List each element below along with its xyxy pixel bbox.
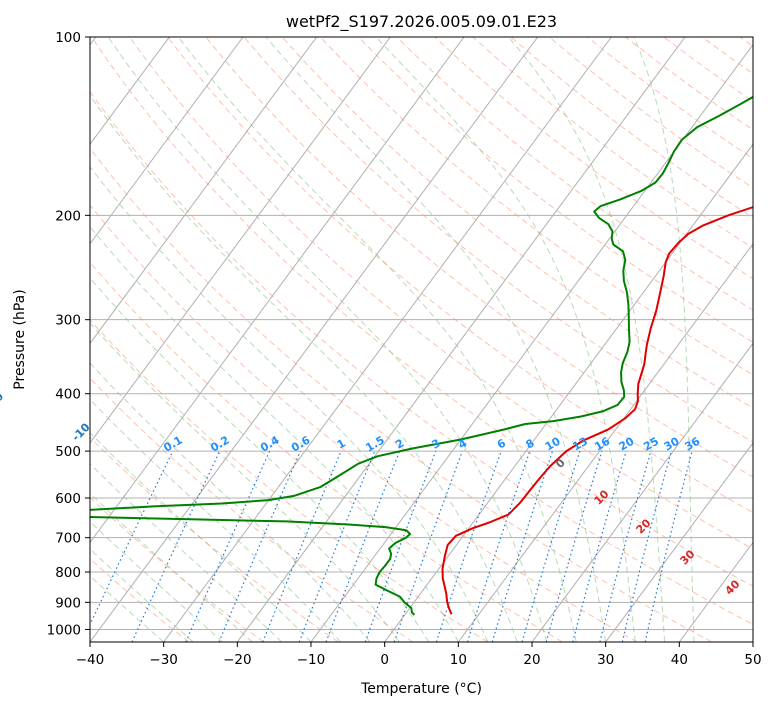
x-tick-label: 10 xyxy=(450,652,467,668)
x-tick-label: 40 xyxy=(671,652,688,668)
moist-adiabat xyxy=(508,37,666,642)
moist-adiabat xyxy=(265,37,607,642)
dry-adiabat-label: -20 xyxy=(0,390,6,413)
x-tick-label: −10 xyxy=(297,652,326,668)
moist-adiabat xyxy=(90,94,518,642)
moist-adiabat xyxy=(90,322,400,642)
mixing-ratio-line xyxy=(491,450,554,642)
dry-adiabat xyxy=(90,377,414,642)
plot-frame xyxy=(89,36,754,643)
dry-adiabat xyxy=(319,37,753,376)
x-axis-label: Temperature (°C) xyxy=(360,681,482,697)
x-tick-label: 50 xyxy=(744,652,761,668)
x-tick-label: 30 xyxy=(597,652,614,668)
x-tick-label: 20 xyxy=(523,652,540,668)
dewpoint-line xyxy=(90,95,753,616)
moist-adiabat xyxy=(107,37,548,642)
x-axis: −40 −30 −20 −10 0 10 20 30 40 50 xyxy=(76,642,762,668)
isotherm-line xyxy=(90,37,465,544)
isotherm-line xyxy=(236,37,686,642)
y-axis-label: Pressure (hPa) xyxy=(12,289,28,389)
moist-adiabat xyxy=(90,362,371,642)
moist-adiabat xyxy=(90,277,430,642)
dry-adiabat xyxy=(90,204,638,642)
moist-adiabat xyxy=(90,548,194,642)
mixing-ratio-line xyxy=(325,450,401,642)
dry-adiabat xyxy=(396,37,753,311)
dry-adiabat xyxy=(167,37,753,514)
x-tick-label: −20 xyxy=(223,652,252,668)
moist-adiabat xyxy=(90,166,489,642)
x-tick-label: 0 xyxy=(380,652,389,668)
isotherm-line xyxy=(90,37,170,146)
isotherm-line xyxy=(90,37,318,345)
mixing-ratio-line xyxy=(131,450,221,642)
grid xyxy=(90,37,753,642)
y-tick-label: 700 xyxy=(55,531,81,547)
dry-adiabat xyxy=(358,37,753,343)
moist-adiabat xyxy=(90,492,253,642)
mixing-ratio-line xyxy=(90,450,174,626)
moist-adiabat xyxy=(90,575,165,642)
y-tick-label: 600 xyxy=(55,491,81,507)
x-tick-label: −30 xyxy=(149,652,178,668)
dry-adiabat xyxy=(90,261,563,642)
moist-adiabat xyxy=(90,225,459,642)
y-tick-label: 1000 xyxy=(47,622,81,638)
mixing-ratio-lines xyxy=(90,450,693,642)
mixing-ratio-line xyxy=(521,450,581,642)
y-tick-label: 500 xyxy=(55,444,81,460)
background-lines xyxy=(90,37,753,642)
isotherm-line xyxy=(90,37,391,444)
isotherm-line xyxy=(457,242,753,642)
isotherm-line xyxy=(531,342,753,642)
isotherm-line xyxy=(384,143,753,642)
moist-adiabat xyxy=(90,520,223,642)
mixing-ratio-line xyxy=(298,450,376,642)
series-layer xyxy=(90,95,753,616)
isotherm-line xyxy=(90,37,244,245)
y-tick-label: 800 xyxy=(55,565,81,581)
mixing-ratio-line xyxy=(435,450,502,642)
y-tick-label: 900 xyxy=(55,595,81,611)
dry-adiabat xyxy=(90,147,712,642)
mixing-ratio-line xyxy=(545,450,603,642)
y-tick-label: 400 xyxy=(55,387,81,403)
plot-background xyxy=(90,37,753,642)
y-axis: 100 200 300 400 500 600 700 800 900 1000 xyxy=(47,30,90,638)
isotherm-line xyxy=(605,442,753,642)
y-tick-label: 100 xyxy=(55,30,81,46)
moist-adiabat xyxy=(633,37,695,642)
mixing-ratio-line xyxy=(572,450,627,642)
y-tick-label: 300 xyxy=(55,313,81,329)
temperature-line xyxy=(441,206,753,615)
x-tick-label: −40 xyxy=(76,652,105,668)
mixing-ratio-line xyxy=(466,450,531,642)
isotherm-line xyxy=(90,37,539,642)
isotherm-line xyxy=(163,37,612,642)
chart-title: wetPf2_S197.2026.005.09.01.E23 xyxy=(286,12,557,32)
dry-adiabat xyxy=(90,90,753,626)
moist-adiabat xyxy=(90,398,341,642)
y-tick-label: 200 xyxy=(55,208,81,224)
dry-adiabat xyxy=(90,37,753,587)
moist-adiabat xyxy=(375,37,636,642)
